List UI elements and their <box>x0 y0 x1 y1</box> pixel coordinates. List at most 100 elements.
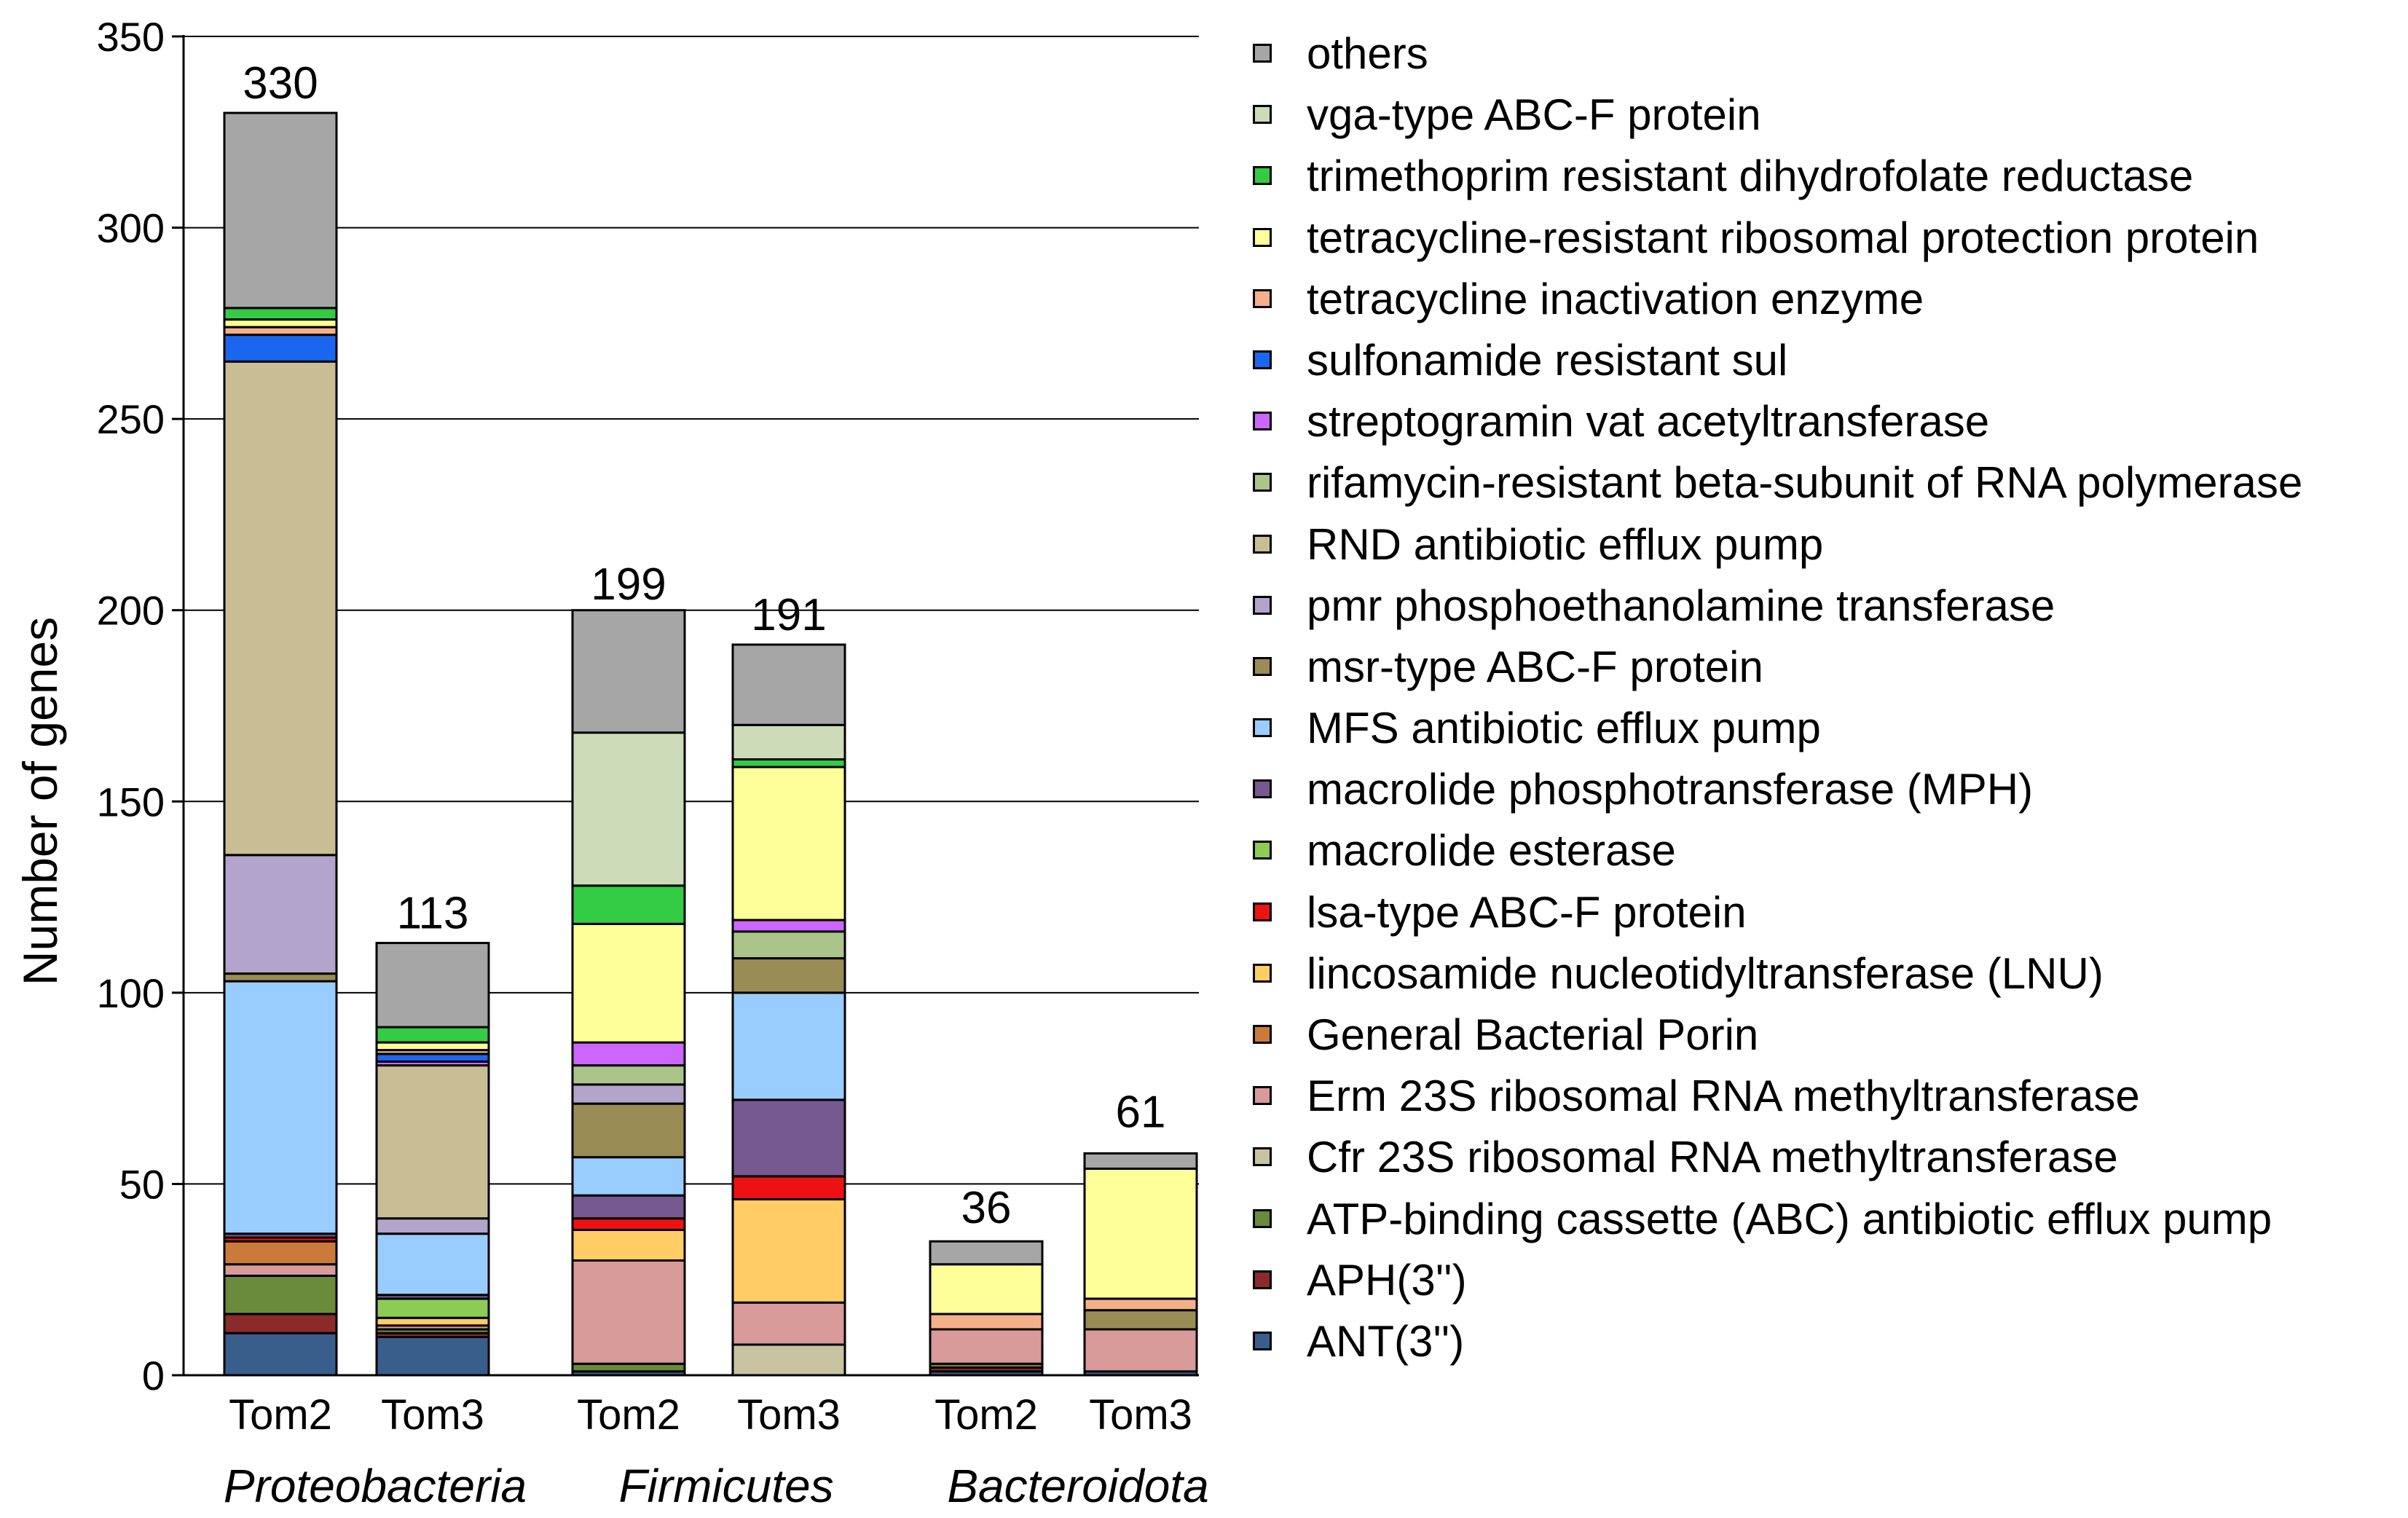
legend-label: ATP-binding cassette (ABC) antibiotic ef… <box>1307 1194 2273 1243</box>
group-labels: Proteobacteria Firmicutes Bacteroidota <box>224 1460 1209 1512</box>
legend-item: ANT(3'') <box>1251 1314 2388 1375</box>
legend-item: macrolide esterase <box>1251 823 2388 884</box>
bar-segment <box>731 766 846 921</box>
legend-item: Cfr 23S ribosomal RNA methyltransferase <box>1251 1130 2388 1191</box>
legend-swatch <box>1253 656 1272 676</box>
legend: others vga-type ABC-F protein trimethoprim… <box>1251 26 2388 1375</box>
y-axis-label: Number of genes <box>13 617 67 986</box>
bar-segment <box>571 1083 686 1105</box>
legend-swatch <box>1253 44 1272 63</box>
legend-item: tetracycline inactivation enzyme <box>1251 272 2388 333</box>
legend-label: tetracycline-resistant ribosomal protect… <box>1307 213 2259 262</box>
bar-segment <box>929 1328 1044 1365</box>
legend-swatch <box>1253 288 1272 308</box>
legend-swatch <box>1253 595 1272 615</box>
group-label: Proteobacteria <box>224 1460 527 1512</box>
legend-swatch <box>1253 963 1272 983</box>
legend-item: vga-type ABC-F protein <box>1251 87 2388 149</box>
bar-segment <box>731 930 846 960</box>
bar-segment <box>731 957 846 994</box>
legend-swatch <box>1253 1331 1272 1350</box>
x-tick-label: Tom3 <box>1089 1391 1192 1439</box>
bar-segment <box>1083 1309 1198 1331</box>
bar-segment <box>731 1343 846 1377</box>
bar-segment <box>375 1217 490 1235</box>
legend-swatch <box>1253 1147 1272 1167</box>
legend-label: lincosamide nucleotidyltransferase (LNU) <box>1307 948 2104 998</box>
bar-segment <box>571 1228 686 1262</box>
legend-label: others <box>1307 29 1428 78</box>
legend-swatch <box>1253 841 1272 860</box>
bars <box>223 111 1198 1377</box>
bar-segment <box>375 1053 490 1063</box>
bar-segment <box>375 942 490 1029</box>
legend-item: MFS antibiotic efflux pump <box>1251 701 2388 762</box>
y-tick-label: 0 <box>142 1353 165 1399</box>
legend-label: lsa-type ABC-F protein <box>1307 887 1747 937</box>
legend-label: MFS antibiotic efflux pump <box>1307 704 1821 753</box>
legend-label: macrolide phosphotransferase (MPH) <box>1307 765 2034 814</box>
bar-segment <box>1083 1328 1198 1373</box>
bar-segment <box>731 643 846 726</box>
legend-label: streptogramin vat acetyltransferase <box>1307 397 1990 447</box>
x-axis-labels: Tom2 Tom3 Tom2 Tom3 Tom2 Tom3 <box>229 1391 1192 1439</box>
total-label: 36 <box>961 1183 1012 1233</box>
legend-label: tetracycline inactivation enzyme <box>1307 274 1924 323</box>
y-tick-label: 350 <box>97 14 165 60</box>
legend-item: lsa-type ABC-F protein <box>1251 885 2388 946</box>
group-label: Bacteroidota <box>947 1460 1208 1512</box>
bar-segment <box>571 1362 686 1373</box>
bar-segment <box>223 1240 338 1266</box>
legend-item: rifamycin-resistant beta-subunit of RNA … <box>1251 455 2388 516</box>
bar-segment <box>223 1313 338 1334</box>
legend-swatch <box>1253 227 1272 247</box>
bar-segment <box>571 1194 686 1220</box>
legend-item: lincosamide nucleotidyltransferase (LNU) <box>1251 946 2388 1007</box>
total-labels: 330 113 199 191 36 61 <box>243 58 1165 1233</box>
legend-item: APH(3'') <box>1251 1253 2388 1314</box>
y-tick-label: 300 <box>97 205 165 251</box>
total-label: 61 <box>1116 1088 1166 1138</box>
legend-swatch <box>1253 166 1272 186</box>
legend-swatch <box>1253 779 1272 799</box>
bar-segment <box>571 1102 686 1159</box>
bar-segment <box>223 1332 338 1377</box>
bar-segment <box>571 1064 686 1086</box>
group-label: Firmicutes <box>618 1460 833 1512</box>
legend-item: macrolide phosphotransferase (MPH) <box>1251 762 2388 823</box>
legend-label: sulfonamide resistant sul <box>1307 335 1788 385</box>
legend-label: APH(3'') <box>1307 1255 1467 1305</box>
legend-swatch <box>1253 718 1272 738</box>
bar-segment <box>375 1335 490 1377</box>
bar-segment <box>731 758 846 768</box>
y-tick-label: 200 <box>97 588 165 634</box>
bar-segment <box>223 972 338 983</box>
bar-segment <box>223 360 338 857</box>
bar-segment <box>375 1026 490 1044</box>
bar-segment <box>223 980 338 1235</box>
x-tick-label: Tom2 <box>935 1391 1038 1439</box>
legend-item: General Bacterial Porin <box>1251 1007 2388 1069</box>
bar-segment <box>223 1263 338 1277</box>
legend-swatch <box>1253 1208 1272 1228</box>
legend-swatch <box>1253 412 1272 431</box>
bar-segment <box>1083 1152 1198 1170</box>
x-tick-label: Tom3 <box>381 1391 484 1439</box>
legend-label: ANT(3'') <box>1307 1316 1465 1366</box>
legend-swatch <box>1253 1086 1272 1106</box>
bar-segment <box>571 884 686 925</box>
bar-segment <box>571 1217 686 1231</box>
bar-segment <box>731 1098 846 1178</box>
legend-swatch <box>1253 350 1272 369</box>
legend-swatch <box>1253 473 1272 492</box>
bar-segment <box>929 1263 1044 1316</box>
y-tick-label: 100 <box>97 970 165 1016</box>
bar-segment <box>731 1198 846 1304</box>
legend-item: sulfonamide resistant sul <box>1251 333 2388 394</box>
y-tick-label: 250 <box>97 396 165 442</box>
y-tick-label: 50 <box>119 1161 165 1207</box>
bar-segment <box>375 1064 490 1220</box>
y-tick-label: 150 <box>97 779 165 825</box>
legend-swatch <box>1253 1270 1272 1289</box>
x-tick-label: Tom3 <box>737 1391 841 1439</box>
